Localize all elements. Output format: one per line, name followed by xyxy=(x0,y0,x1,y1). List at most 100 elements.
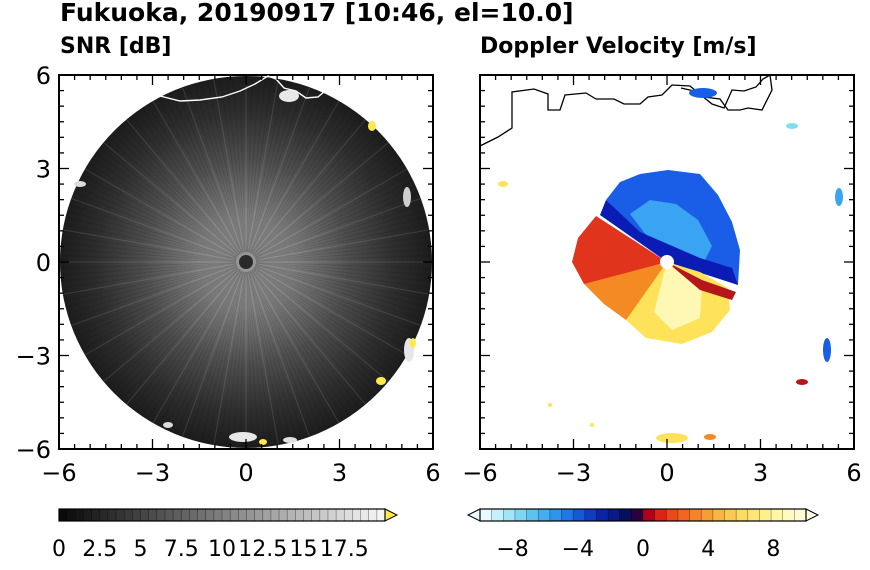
snr-colorbar-cell xyxy=(205,509,215,521)
velocity-echo xyxy=(689,88,717,98)
snr-streak xyxy=(254,266,408,356)
snr-streak xyxy=(87,266,238,361)
snr-colorbar-cell xyxy=(99,509,109,521)
snr-colorbar-cell xyxy=(376,509,386,521)
snr-streak xyxy=(248,271,298,441)
snr-streak xyxy=(65,263,237,308)
vel-x-tick-label: 0 xyxy=(659,459,674,487)
snr-streak xyxy=(251,115,361,255)
snr-streak xyxy=(91,267,238,367)
vel-colorbar-cell xyxy=(736,509,749,521)
snr-streak xyxy=(71,197,237,260)
snr-colorbar-cell xyxy=(230,509,239,521)
snr-colorbar-cell xyxy=(124,509,133,521)
snr-streak xyxy=(247,78,279,253)
snr-streak xyxy=(253,267,397,372)
snr-streak xyxy=(255,210,425,260)
snr-x-tick-label: −3 xyxy=(135,459,170,487)
snr-streak xyxy=(61,262,237,289)
snr-colorbar-cell xyxy=(156,509,166,521)
vel-colorbar-label: −8 xyxy=(496,537,528,562)
snr-streak xyxy=(246,77,273,253)
vel-colorbar-cell xyxy=(596,509,609,521)
snr-streak xyxy=(255,242,432,262)
snr-streak xyxy=(60,255,237,263)
snr-streak xyxy=(99,147,239,257)
velocity-ticks: −6 −3 0 3 6 xyxy=(462,74,862,487)
snr-streak xyxy=(95,267,239,372)
vel-colorbar-cell xyxy=(701,509,714,521)
velocity-sector-red xyxy=(572,216,667,284)
snr-streak xyxy=(255,229,430,261)
snr-streak xyxy=(252,127,376,256)
snr-streak xyxy=(255,216,427,261)
snr-streak xyxy=(107,137,239,256)
snr-y-tick-label: −6 xyxy=(16,436,51,464)
snr-streak xyxy=(78,180,238,259)
snr-streak xyxy=(81,174,238,258)
snr-streak xyxy=(200,271,245,443)
snr-streak xyxy=(62,229,237,261)
snr-streak xyxy=(61,235,237,262)
snr-streak xyxy=(254,265,417,339)
snr-streak xyxy=(253,147,393,257)
vel-colorbar-cell xyxy=(677,509,691,521)
snr-streak xyxy=(84,266,238,356)
snr-colorbar-cell xyxy=(181,509,190,521)
snr-coastline xyxy=(159,75,326,102)
snr-colorbar-cell xyxy=(132,509,141,521)
snr-streak xyxy=(188,84,244,253)
velocity-echo xyxy=(786,123,798,129)
snr-streak xyxy=(73,265,237,333)
snr-streak xyxy=(255,264,421,327)
snr-colorbar-label: 10 xyxy=(208,537,236,562)
snr-streak xyxy=(249,89,317,253)
snr-streak xyxy=(255,204,424,260)
snr-streak xyxy=(248,271,304,440)
snr-streak xyxy=(95,152,239,257)
snr-streak xyxy=(252,123,371,255)
snr-colorbar-cell xyxy=(197,509,207,521)
snr-colorbar-cell xyxy=(287,509,296,521)
velocity-radial-pattern xyxy=(572,170,740,344)
snr-colorbar-label: 7.5 xyxy=(164,537,199,562)
snr-colorbar-cell xyxy=(107,509,117,521)
vel-colorbar-cell xyxy=(584,509,597,521)
snr-streak xyxy=(246,76,260,253)
snr-streak xyxy=(188,271,244,440)
snr-colorbar-cell xyxy=(246,509,256,521)
snr-streak xyxy=(253,137,385,256)
snr-streak xyxy=(248,83,298,253)
snr-streak xyxy=(255,255,432,263)
snr-echo xyxy=(283,437,297,443)
vel-colorbar-cell xyxy=(747,509,760,521)
snr-streak xyxy=(255,264,424,320)
snr-streak xyxy=(99,267,239,377)
vel-colorbar-cell xyxy=(712,509,725,521)
snr-streak xyxy=(71,264,237,327)
snr-streak xyxy=(254,265,414,344)
snr-streak xyxy=(250,270,334,427)
vel-colorbar-cell xyxy=(503,509,516,521)
vel-colorbar-cell xyxy=(631,509,644,521)
velocity-echo xyxy=(590,423,594,427)
vel-colorbar-cell xyxy=(689,509,702,521)
snr-streak xyxy=(248,87,311,253)
snr-colorbar: 0 2.5 5 7.5 10 12.5 15 17.5 xyxy=(52,508,399,562)
snr-streak xyxy=(248,271,311,437)
snr-streak xyxy=(254,157,401,257)
snr-streak xyxy=(254,180,414,259)
snr-colorbar-cell xyxy=(189,509,199,521)
snr-streak xyxy=(67,264,237,314)
snr-echo xyxy=(229,432,257,442)
snr-streak xyxy=(175,271,243,435)
snr-streak xyxy=(246,271,260,448)
snr-y-tick-label: −3 xyxy=(16,343,51,371)
snr-streak xyxy=(247,271,292,443)
snr-streak xyxy=(60,262,237,276)
snr-streak xyxy=(60,262,237,282)
vel-colorbar-extend-min xyxy=(466,508,481,522)
snr-colorbar-cell xyxy=(262,509,272,521)
snr-streak xyxy=(255,262,431,289)
